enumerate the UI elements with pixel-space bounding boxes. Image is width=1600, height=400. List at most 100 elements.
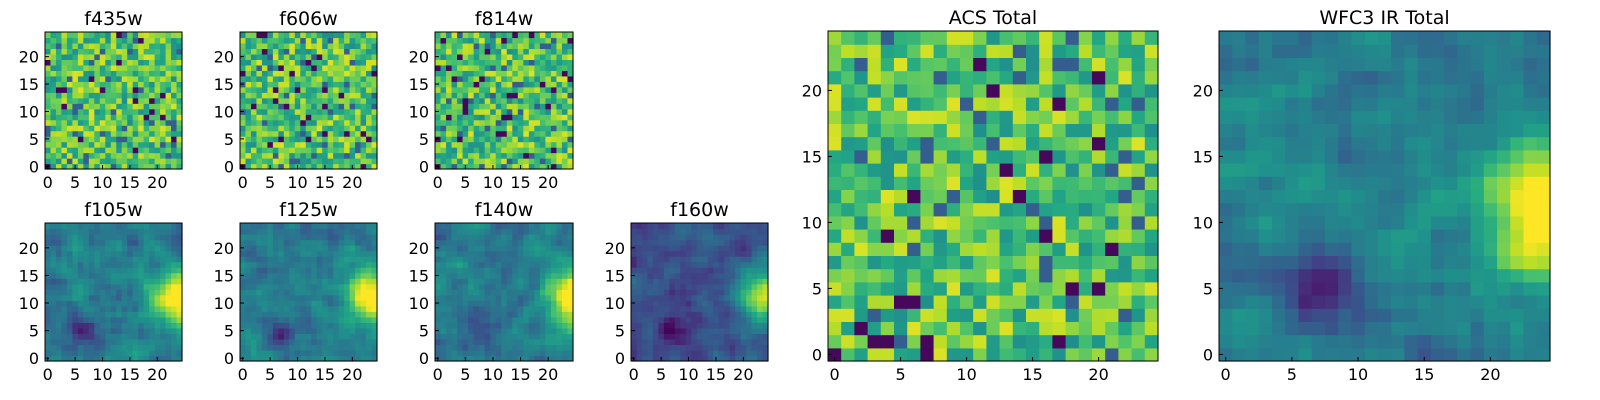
f125w-cell <box>250 267 258 274</box>
f606w-cell <box>338 75 345 82</box>
f105w-cell <box>176 355 183 362</box>
f105w-cell <box>138 234 145 241</box>
acs_total-cell <box>960 242 974 256</box>
f140w-cell <box>517 278 524 285</box>
f140w-cell <box>457 234 464 241</box>
f160w-cell <box>680 272 687 279</box>
f125w-cell <box>305 333 312 340</box>
f435w-cell <box>105 103 112 110</box>
f435w-cell <box>83 163 90 170</box>
f105w-cell <box>165 278 172 285</box>
f140w-cell <box>528 245 535 252</box>
f435w-cell <box>99 103 106 110</box>
f606w-cell <box>322 119 329 126</box>
acs_total-cell <box>867 242 882 256</box>
f160w-cell <box>718 327 725 334</box>
f814w-cell <box>451 136 458 143</box>
f160w-cell <box>658 305 665 312</box>
f435w-cell <box>154 125 161 132</box>
f125w-cell <box>333 294 340 301</box>
f140w-cell <box>534 245 541 252</box>
acs_total-cell <box>880 136 895 151</box>
f105w-cell <box>105 250 112 257</box>
f125w-cell <box>371 245 378 252</box>
acs_total-cell <box>894 202 908 217</box>
f814w-cell <box>545 32 552 39</box>
f105w-cell <box>160 283 167 290</box>
f435w-cell <box>66 92 73 99</box>
f105w-cell <box>99 283 106 290</box>
f606w-cell <box>333 108 340 115</box>
f160w-cell <box>696 228 703 235</box>
f814w-cell <box>534 81 541 88</box>
f160w-cell <box>663 327 670 334</box>
f606w-cell <box>272 152 279 159</box>
f140w-cell <box>523 294 530 301</box>
f160w-cell <box>647 267 654 274</box>
f160w-cell <box>647 355 654 362</box>
f814w-cell <box>495 97 502 104</box>
f606w-cell <box>327 114 334 121</box>
f814w-cell <box>451 92 458 99</box>
f160w-cell <box>658 256 665 263</box>
f125w-cell <box>360 272 367 279</box>
f435w-cell <box>110 125 117 132</box>
f435w-cell <box>132 136 139 143</box>
f125w-xtick-label: 5 <box>265 365 275 384</box>
f606w-cell <box>327 42 334 50</box>
f160w-cell <box>746 278 753 285</box>
f125w-cell <box>355 267 362 274</box>
f140w-cell <box>479 283 486 290</box>
acs_total-cell <box>973 281 987 296</box>
f435w-cell <box>160 81 167 88</box>
f814w-cell <box>528 97 535 104</box>
f125w-cell <box>256 261 263 268</box>
f105w-cell <box>160 333 167 340</box>
f140w-cell <box>534 300 541 307</box>
f140w-cell <box>556 228 563 235</box>
acs_total-cell <box>880 268 895 283</box>
f160w-cell <box>663 289 670 296</box>
f814w-cell <box>528 59 535 66</box>
f814w-cell <box>446 141 453 148</box>
acs_total-cell <box>1039 123 1053 138</box>
f160w-cell <box>696 349 703 357</box>
f160w-cell <box>658 267 665 274</box>
f105w-cell <box>154 234 161 241</box>
f140w-cell <box>550 278 558 285</box>
f814w-cell <box>462 81 469 88</box>
f140w-cell <box>550 300 558 307</box>
f105w-cell <box>110 349 117 357</box>
f814w-cell <box>501 64 508 71</box>
f435w-cell <box>66 147 73 154</box>
f435w-cell <box>77 141 84 148</box>
f435w-cell <box>99 92 106 99</box>
f606w-cell <box>366 152 373 159</box>
f125w-cell <box>344 234 351 241</box>
acs_total-cell <box>973 163 987 177</box>
f105w-cell <box>176 305 183 312</box>
f160w-xtick-label: 5 <box>656 365 666 384</box>
f125w-cell <box>272 355 279 362</box>
f160w-cell <box>713 344 720 351</box>
f105w-cell <box>66 289 73 296</box>
f105w-ytick-label: 5 <box>29 322 39 341</box>
f606w-cell <box>272 53 279 60</box>
f160w-cell <box>707 322 714 329</box>
f125w-cell <box>278 245 285 252</box>
f435w-cell <box>138 103 145 110</box>
f140w-cell <box>506 234 513 241</box>
f606w-cell <box>272 48 279 55</box>
f435w-cell <box>160 48 167 55</box>
f814w-cell <box>550 32 558 39</box>
f435w-cell <box>72 130 79 137</box>
acs_total-cell <box>1012 308 1027 322</box>
f606w-cell <box>300 53 307 60</box>
f606w-cell <box>305 103 312 110</box>
f160w-cell <box>658 344 665 351</box>
f160w-cell <box>685 316 692 323</box>
f814w-cell <box>567 152 574 159</box>
f814w-cell <box>462 130 469 137</box>
f814w-cell <box>468 125 475 132</box>
f140w-cell <box>462 228 469 235</box>
